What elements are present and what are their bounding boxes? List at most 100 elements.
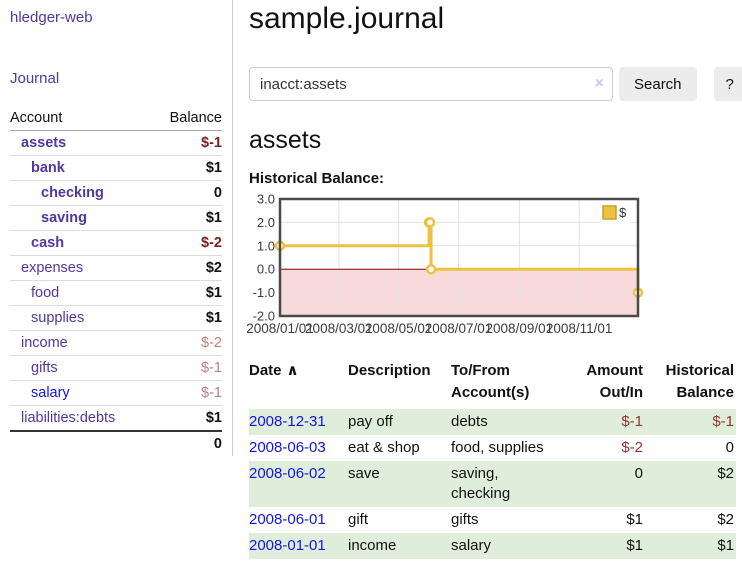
account-balance: $-1: [201, 135, 222, 151]
transaction-date-link[interactable]: 2008-01-01: [249, 537, 326, 554]
chart-title: Historical Balance:: [249, 170, 385, 187]
svg-text:0.0: 0.0: [257, 262, 275, 277]
transaction-amount: $-2: [621, 439, 643, 456]
svg-text:-2.0: -2.0: [253, 309, 275, 324]
search-button[interactable]: Search: [619, 67, 697, 101]
accounts-table: Account Balance assets $-1 bank $1 check…: [10, 106, 222, 456]
svg-text:2008/05/01: 2008/05/01: [365, 321, 433, 336]
accounts-header-account: Account: [10, 110, 63, 126]
account-balance: $-2: [201, 335, 222, 351]
svg-text:2008/03/01: 2008/03/01: [305, 321, 373, 336]
account-link[interactable]: gifts: [31, 360, 58, 376]
column-header-accounts: To/From Account(s): [451, 362, 530, 401]
account-heading: assets: [249, 126, 322, 154]
account-link[interactable]: salary: [31, 385, 70, 401]
transaction-description: save: [348, 461, 451, 507]
account-link[interactable]: liabilities:debts: [21, 410, 116, 426]
column-header-amount: Amount Out/In: [586, 362, 643, 401]
account-row: bank $1: [10, 156, 222, 181]
transaction-row: 2008-12-31 pay off debts $-1 $-1: [249, 409, 736, 435]
account-link[interactable]: bank: [31, 160, 65, 176]
account-balance: $1: [205, 285, 222, 301]
help-button[interactable]: ?: [713, 67, 742, 101]
transaction-amount: $-1: [567, 409, 643, 435]
svg-text:2008/07/01: 2008/07/01: [425, 321, 493, 336]
register-header-row: Date ∧ Description To/From Account(s) Amo…: [249, 358, 736, 409]
transaction-accounts: gifts: [451, 511, 479, 528]
svg-text:2008/11/01: 2008/11/01: [546, 321, 613, 336]
sort-asc-icon: ∧: [286, 362, 299, 379]
transaction-accounts: food, supplies: [451, 439, 544, 456]
transaction-date-link[interactable]: 2008-06-03: [249, 439, 326, 456]
transaction-accounts: saving, checking: [451, 461, 567, 507]
account-row: saving $1: [10, 206, 222, 231]
account-balance: $1: [205, 160, 222, 176]
column-header-date[interactable]: Date ∧: [249, 362, 299, 379]
transaction-balance: $1: [643, 533, 736, 559]
account-link[interactable]: checking: [41, 185, 104, 201]
column-header-balance: Historical Balance: [665, 362, 734, 401]
account-row: liabilities:debts $1: [10, 406, 222, 430]
column-header-description: Description: [348, 362, 431, 379]
search-input[interactable]: [249, 67, 613, 101]
account-link[interactable]: food: [31, 285, 60, 301]
svg-text:2008/01/01: 2008/01/01: [246, 321, 314, 336]
account-row: salary $-1: [10, 381, 222, 406]
chart-canvas: $3.0 2.0 1.0 0.0 -1.0 -2.02008/01/012008/03/0…: [246, 192, 644, 336]
account-row: assets $-1: [10, 131, 222, 156]
sidebar: hledger-web Journal Account Balance asse…: [0, 0, 233, 456]
transaction-row: 2008-06-02 save saving, checking 0 $2: [249, 461, 736, 507]
account-row: gifts $-1: [10, 356, 222, 381]
page-title: sample.journal: [249, 2, 445, 35]
historical-balance-chart: $3.0 2.0 1.0 0.0 -1.0 -2.0 2008/01/01 2008/03/0…: [246, 192, 653, 342]
account-balance: $1: [205, 210, 222, 226]
register-table: Date ∧ Description To/From Account(s) Amo…: [249, 358, 736, 559]
accounts-header-balance: Balance: [169, 110, 222, 126]
accounts-total-row: 0: [10, 430, 222, 456]
transaction-accounts: debts: [451, 409, 567, 435]
account-row: income $-2: [10, 331, 222, 356]
account-row: checking 0: [10, 181, 222, 206]
account-row: cash $-2: [10, 231, 222, 256]
transaction-amount: $1: [567, 533, 643, 559]
transaction-date-link[interactable]: 2008-06-02: [249, 465, 326, 482]
svg-text:1.0: 1.0: [257, 238, 275, 253]
accounts-total-value: 0: [213, 436, 222, 452]
transaction-date-link[interactable]: 2008-06-01: [249, 511, 326, 528]
transaction-description: gift: [348, 511, 369, 528]
clear-search-icon[interactable]: ×: [594, 75, 604, 92]
transaction-date-link[interactable]: 2008-12-31: [249, 413, 326, 430]
svg-text:$: $: [619, 205, 627, 220]
account-link[interactable]: cash: [31, 235, 65, 251]
account-link[interactable]: saving: [41, 210, 87, 226]
accounts-table-header: Account Balance: [10, 106, 222, 131]
account-balance: $2: [205, 260, 222, 276]
transaction-accounts: salary: [451, 533, 567, 559]
account-balance: $1: [205, 410, 222, 426]
account-balance: $-1: [201, 360, 222, 376]
svg-text:2008/09/01: 2008/09/01: [486, 321, 554, 336]
account-balance: $-2: [201, 235, 222, 251]
account-balance: $-1: [201, 385, 222, 401]
accounts-rows: assets $-1 bank $1 checking 0 saving $1 …: [10, 131, 222, 430]
account-link[interactable]: assets: [21, 135, 67, 151]
transaction-description: eat & shop: [348, 439, 420, 456]
account-row: food $1: [10, 281, 222, 306]
account-link[interactable]: income: [21, 335, 68, 351]
app: hledger-web Journal Account Balance asse…: [0, 0, 742, 559]
transaction-description: income: [348, 533, 451, 559]
sidebar-item-journal[interactable]: Journal: [10, 70, 60, 87]
app-title-link[interactable]: hledger-web: [10, 9, 93, 26]
transaction-amount: $1: [626, 511, 643, 528]
account-link[interactable]: expenses: [21, 260, 84, 276]
search-form: × Search ?: [249, 67, 742, 101]
transaction-balance: $-1: [643, 409, 736, 435]
transaction-amount: 0: [567, 461, 643, 507]
transaction-row: 2008-01-01 income salary $1 $1: [249, 533, 736, 559]
search-input-wrap: ×: [249, 67, 613, 101]
account-link[interactable]: supplies: [31, 310, 85, 326]
svg-text:3.0: 3.0: [257, 192, 275, 207]
transaction-balance: $2: [643, 461, 736, 507]
account-balance: 0: [213, 185, 222, 201]
transaction-row: 2008-06-03 eat & shop food, supplies $-2…: [249, 435, 736, 461]
